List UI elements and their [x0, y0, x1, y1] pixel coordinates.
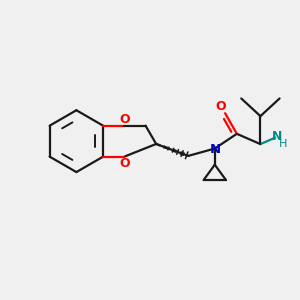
Text: O: O [215, 100, 226, 113]
Text: O: O [119, 113, 130, 126]
Text: O: O [119, 157, 130, 169]
Text: N: N [210, 142, 221, 156]
Text: H: H [279, 139, 287, 148]
Text: N: N [272, 130, 282, 143]
